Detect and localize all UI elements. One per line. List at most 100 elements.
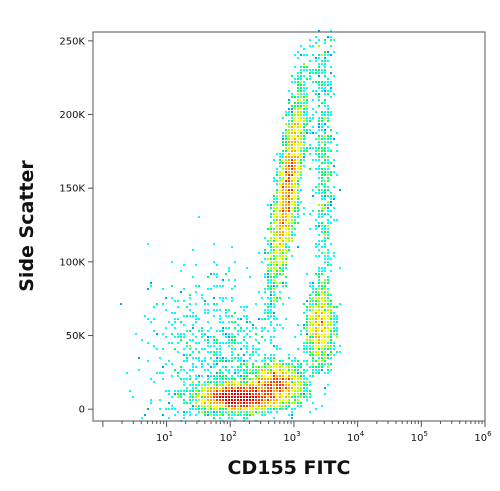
- event-dot: [237, 354, 239, 356]
- event-dot: [234, 321, 236, 323]
- event-dot: [255, 348, 257, 350]
- event-dot: [294, 210, 296, 212]
- event-dot: [306, 114, 308, 116]
- event-dot: [303, 96, 305, 98]
- event-dot: [300, 66, 302, 68]
- event-dot: [222, 333, 224, 335]
- event-dot: [201, 399, 203, 401]
- event-dot: [195, 414, 197, 416]
- event-dot: [267, 330, 269, 332]
- event-dot: [288, 90, 290, 92]
- event-dot: [228, 399, 230, 401]
- event-dot: [297, 369, 299, 371]
- event-dot: [321, 315, 323, 317]
- event-dot: [225, 402, 227, 404]
- event-dot: [321, 339, 323, 341]
- event-dot: [303, 324, 305, 326]
- event-dot: [285, 378, 287, 380]
- event-dot: [279, 213, 281, 215]
- event-dot: [312, 357, 314, 359]
- event-dot: [180, 366, 182, 368]
- event-dot: [198, 285, 200, 287]
- event-dot: [291, 363, 293, 365]
- event-dot: [306, 66, 308, 68]
- event-dot: [309, 72, 311, 74]
- event-dot: [297, 147, 299, 149]
- event-dot: [246, 390, 248, 392]
- event-dot: [216, 348, 218, 350]
- event-dot: [303, 135, 305, 137]
- event-dot: [276, 399, 278, 401]
- event-dot: [213, 366, 215, 368]
- event-dot: [216, 303, 218, 305]
- event-dot: [285, 252, 287, 254]
- event-dot: [144, 414, 146, 416]
- event-dot: [324, 162, 326, 164]
- event-dot: [318, 147, 320, 149]
- event-dot: [303, 165, 305, 167]
- event-dot: [327, 291, 329, 293]
- event-dot: [291, 147, 293, 149]
- event-dot: [285, 156, 287, 158]
- event-dot: [282, 204, 284, 206]
- event-dot: [318, 39, 320, 41]
- event-dot: [315, 330, 317, 332]
- event-dot: [294, 216, 296, 218]
- event-dot: [327, 156, 329, 158]
- event-dot: [204, 300, 206, 302]
- event-dot: [249, 390, 251, 392]
- event-dot: [297, 201, 299, 203]
- event-dot: [300, 363, 302, 365]
- event-dot: [318, 288, 320, 290]
- event-dot: [276, 390, 278, 392]
- event-dot: [204, 381, 206, 383]
- event-dot: [258, 342, 260, 344]
- event-dot: [276, 231, 278, 233]
- event-dot: [336, 315, 338, 317]
- event-dot: [291, 411, 293, 413]
- event-dot: [321, 111, 323, 113]
- event-dot: [315, 333, 317, 335]
- event-dot: [321, 333, 323, 335]
- event-dot: [291, 408, 293, 410]
- event-dot: [294, 402, 296, 404]
- event-dot: [252, 414, 254, 416]
- event-dot: [264, 363, 266, 365]
- event-dot: [255, 375, 257, 377]
- event-dot: [276, 261, 278, 263]
- event-dot: [306, 345, 308, 347]
- event-dot: [330, 87, 332, 89]
- event-dot: [285, 195, 287, 197]
- event-dot: [273, 201, 275, 203]
- event-dot: [327, 372, 329, 374]
- event-dot: [324, 324, 326, 326]
- event-dot: [255, 369, 257, 371]
- event-dot: [216, 339, 218, 341]
- event-dot: [273, 237, 275, 239]
- event-dot: [294, 135, 296, 137]
- event-dot: [309, 381, 311, 383]
- event-dot: [318, 159, 320, 161]
- event-dot: [267, 240, 269, 242]
- event-dot: [177, 306, 179, 308]
- event-dot: [270, 264, 272, 266]
- event-dot: [336, 318, 338, 320]
- event-dot: [303, 84, 305, 86]
- event-dot: [195, 315, 197, 317]
- event-dot: [309, 342, 311, 344]
- event-dot: [276, 396, 278, 398]
- event-dot: [240, 318, 242, 320]
- event-dot: [309, 294, 311, 296]
- event-dot: [204, 399, 206, 401]
- event-dot: [189, 339, 191, 341]
- event-dot: [297, 84, 299, 86]
- event-dot: [192, 357, 194, 359]
- event-dot: [252, 411, 254, 413]
- event-dot: [180, 270, 182, 272]
- event-dot: [333, 207, 335, 209]
- event-dot: [294, 153, 296, 155]
- event-dot: [324, 363, 326, 365]
- event-dot: [285, 153, 287, 155]
- event-dot: [318, 357, 320, 359]
- event-dot: [285, 246, 287, 248]
